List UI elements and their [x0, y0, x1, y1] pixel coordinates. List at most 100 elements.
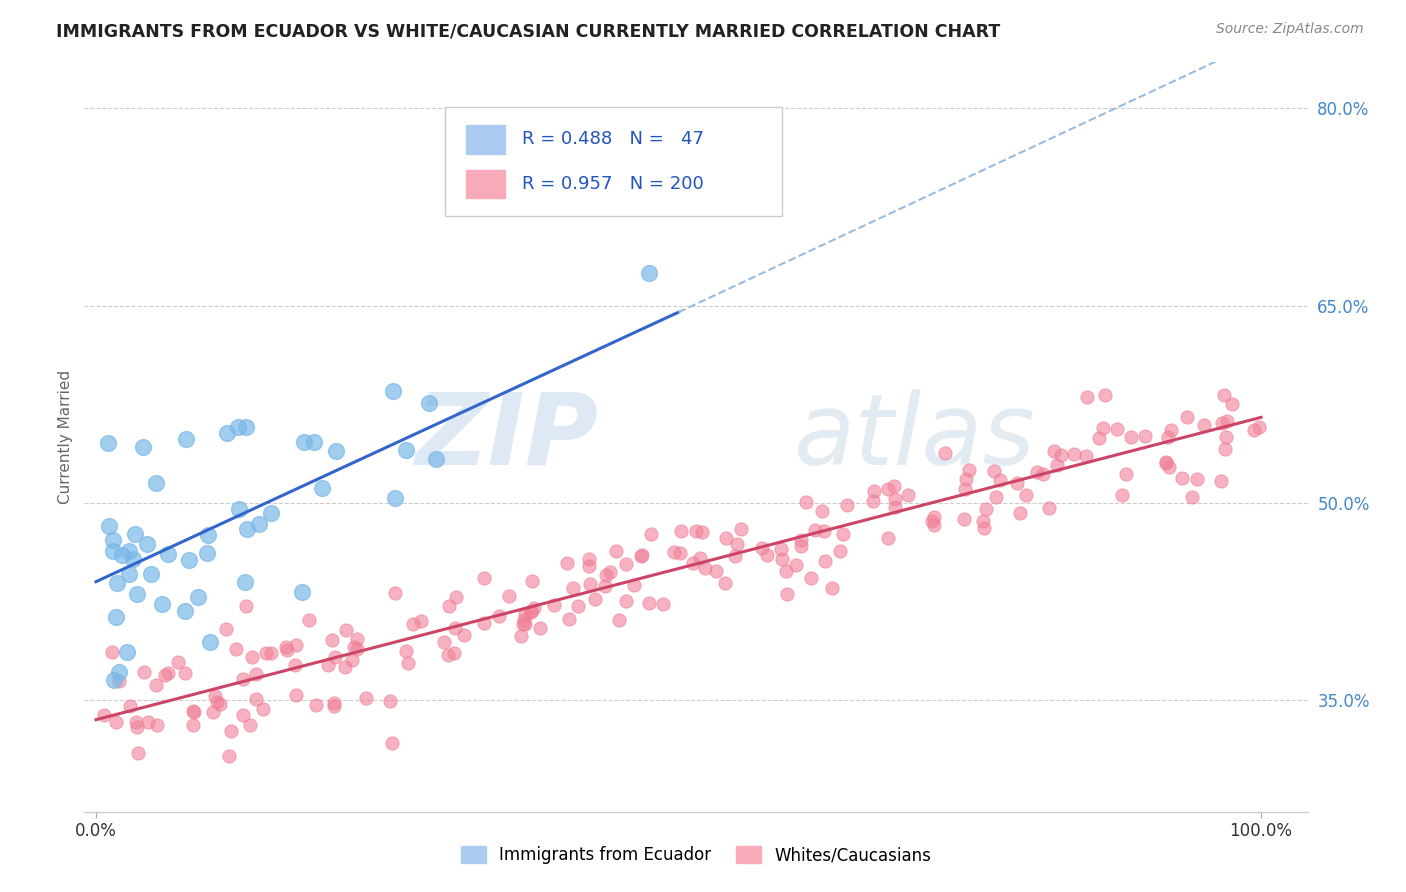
Point — [124, 527, 146, 541]
Point — [1154, 455, 1177, 469]
Point — [623, 577, 645, 591]
Point — [425, 452, 447, 467]
Point — [695, 560, 717, 574]
Point — [453, 628, 475, 642]
Point — [488, 608, 510, 623]
Point — [101, 533, 124, 548]
Point — [346, 632, 368, 646]
Point — [167, 655, 190, 669]
Point — [1092, 421, 1115, 435]
Point — [862, 484, 884, 499]
Point — [988, 473, 1011, 487]
Point — [640, 527, 662, 541]
Point — [1111, 488, 1133, 502]
Point — [311, 481, 333, 495]
Point — [811, 504, 834, 518]
Point — [139, 567, 162, 582]
Point — [292, 434, 315, 449]
Point — [558, 612, 581, 626]
Point — [103, 673, 125, 687]
Point — [796, 494, 818, 508]
Point — [291, 584, 314, 599]
Point — [1243, 423, 1265, 437]
Point — [1015, 488, 1038, 502]
Point — [145, 678, 167, 692]
Point — [1220, 397, 1243, 411]
Bar — [465, 125, 505, 153]
Point — [669, 546, 692, 560]
Point — [233, 575, 256, 590]
Point — [690, 525, 713, 540]
Point — [323, 650, 346, 665]
Point — [1216, 415, 1239, 429]
Point — [714, 575, 737, 590]
Point — [179, 553, 201, 567]
Point — [523, 600, 546, 615]
Point — [876, 483, 898, 497]
Point — [396, 656, 419, 670]
Point — [97, 436, 120, 450]
Point — [800, 571, 823, 585]
Point — [395, 644, 418, 658]
Point — [187, 590, 209, 604]
Point — [103, 544, 125, 558]
Point — [1026, 465, 1049, 479]
Point — [1050, 448, 1073, 462]
Point — [682, 557, 704, 571]
Point — [124, 714, 146, 729]
Point — [1087, 431, 1109, 445]
Point — [832, 526, 855, 541]
Point — [145, 476, 167, 491]
Point — [509, 629, 531, 643]
Point — [828, 544, 851, 558]
Point — [1181, 490, 1204, 504]
Bar — [465, 169, 505, 198]
Point — [108, 673, 131, 688]
Point — [254, 646, 277, 660]
Point — [384, 491, 406, 505]
Point — [957, 463, 980, 477]
Point — [1105, 422, 1128, 436]
Point — [770, 552, 793, 566]
Text: ZIP: ZIP — [415, 389, 598, 485]
Text: Source: ZipAtlas.com: Source: ZipAtlas.com — [1216, 22, 1364, 37]
Point — [512, 617, 534, 632]
Point — [1115, 467, 1137, 481]
Point — [785, 558, 807, 572]
Point — [973, 521, 995, 535]
Point — [1032, 467, 1054, 481]
Point — [418, 396, 440, 410]
Point — [776, 587, 799, 601]
Point — [384, 586, 406, 600]
Point — [607, 613, 630, 627]
Point — [236, 522, 259, 536]
Point — [239, 718, 262, 732]
Point — [974, 502, 997, 516]
Point — [409, 614, 432, 628]
Point — [1157, 430, 1180, 444]
Point — [321, 632, 343, 647]
Point — [862, 494, 884, 508]
Point — [323, 698, 346, 713]
Point — [127, 746, 149, 760]
Point — [252, 702, 274, 716]
Point — [110, 548, 132, 562]
Point — [1119, 430, 1142, 444]
Point — [318, 658, 340, 673]
Point — [952, 512, 974, 526]
Point — [202, 705, 225, 719]
Point — [522, 574, 544, 588]
Point — [380, 694, 402, 708]
Point — [790, 533, 813, 547]
Point — [770, 542, 793, 557]
Point — [814, 553, 837, 567]
Point — [638, 266, 661, 280]
Point — [529, 621, 551, 635]
Point — [877, 531, 900, 545]
Point — [835, 498, 858, 512]
Point — [605, 543, 627, 558]
Point — [630, 549, 652, 564]
Point — [921, 514, 943, 528]
Point — [934, 446, 956, 460]
Point — [883, 479, 905, 493]
